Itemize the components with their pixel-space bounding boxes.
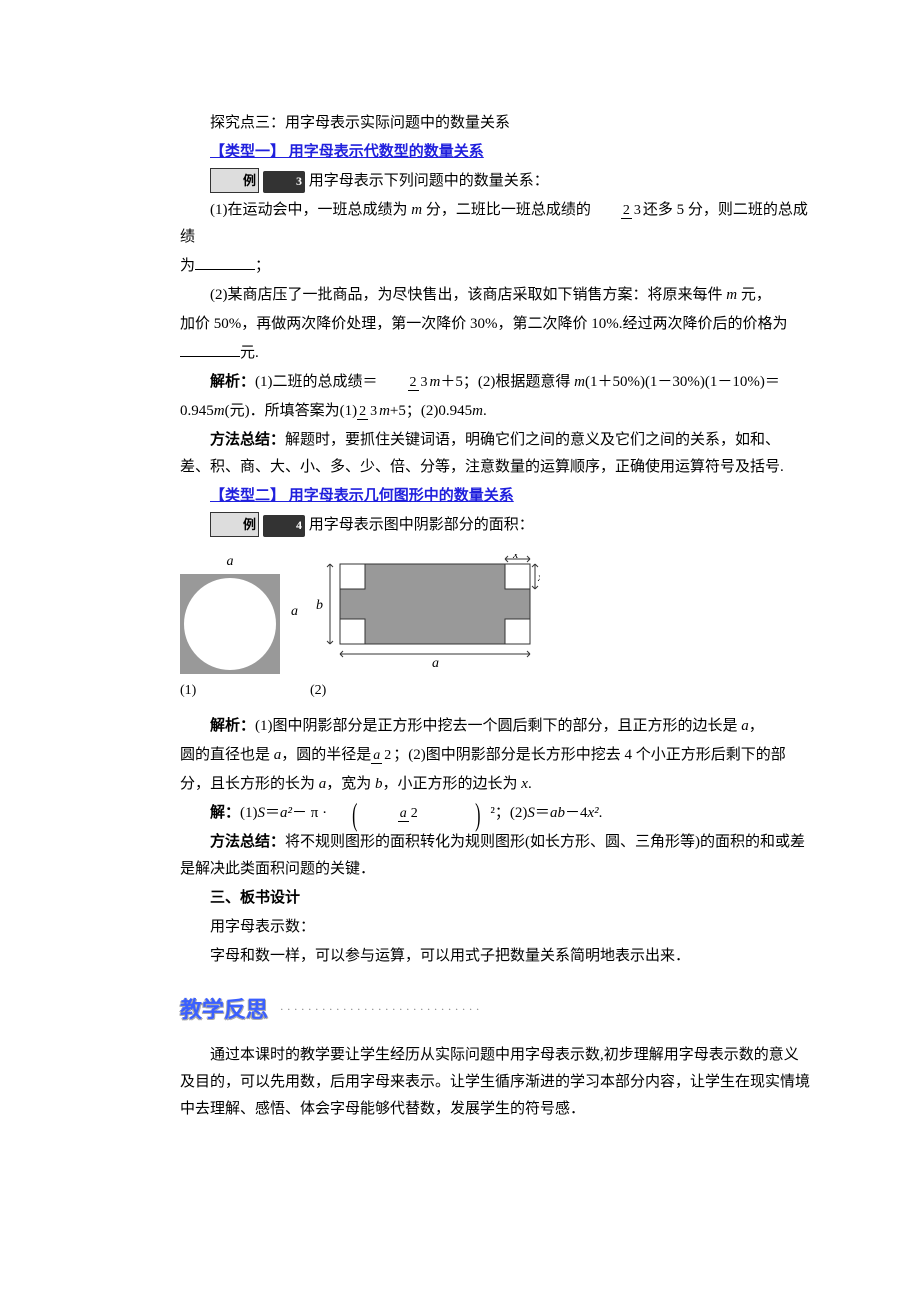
fraction: 23 [378,376,430,390]
reflect-heading: 教学反思 [180,990,268,1030]
example3: 例3 用字母表示下列问题中的数量关系： [180,168,810,195]
fig2-svg: b a x x [310,554,540,674]
analysis2: 解析：(1)图中阴影部分是正方形中挖去一个圆后剩下的部分，且正方形的边长是 a， [180,713,810,740]
fig1-label-a-right: a [291,599,298,624]
fig2-label-x-top: x [512,554,519,561]
fig1-label-a-top: a [180,549,280,574]
analysis1: 解析：(1)二班的总成绩＝23m＋5；(2)根据题意得 m(1＋50%)(1－3… [180,369,810,396]
figure-1: a a (1) [180,549,280,703]
analysis2-line3: 分，且长方形的长为 a，宽为 b，小正方形的边长为 x. [180,771,810,798]
q1-m: m [411,202,422,218]
method1: 方法总结：解题时，要抓住关键词语，明确它们之间的意义及它们之间的关系，如和、差、… [180,427,810,481]
question1-cont: 为； [180,253,810,280]
example4: 例4 用字母表示图中阴影部分的面积： [180,512,810,539]
board-title: 三、板书设计 [180,885,810,912]
fig2-label-x-right: x [537,570,540,584]
reflect-text: 通过本课时的教学要让学生经历从实际问题中用字母表示数,初步理解用字母表示数的意义… [180,1042,810,1123]
question2-line2: 加价 50%，再做两次降价处理，第一次降价 30%，第二次降价 10%.经过两次… [180,311,810,338]
q1-part-a: (1)在运动会中，一班总成绩为 [210,202,411,218]
fraction: 23 [357,405,379,419]
fraction-a-2: a2 [371,749,393,763]
solution: 解：(1)S＝a²－ π ·(a2)²；(2)S＝ab－4x². [180,800,810,827]
fig1-caption: (1) [180,678,280,703]
question2-line3: 元. [180,340,810,367]
paren-fraction: (a2) [327,806,490,822]
q1-part-b: 分，二班比一班总成绩的 [422,202,591,218]
board-line2: 字母和数一样，可以参与运算，可以用式子把数量关系简明地表示出来． [180,943,810,970]
analysis-label: 解析： [210,718,255,734]
method-label: 方法总结： [210,432,285,448]
type2-label: 【类型二】 用字母表示几何图形中的数量关系 [210,488,514,504]
board-line1: 用字母表示数： [180,914,810,941]
question2: (2)某商店压了一批商品，为尽快售出，该商店采取如下销售方案：将原来每件 m 元… [180,282,810,309]
example3-text: 用字母表示下列问题中的数量关系： [305,173,549,189]
analysis2-line2: 圆的直径也是 a，圆的半径是a2；(2)图中阴影部分是长方形中挖去 4 个小正方… [180,742,810,769]
fraction-2-3: 23 [591,204,643,218]
reflect-banner: 教学反思 ····························· [180,990,810,1030]
type2-heading: 【类型二】 用字母表示几何图形中的数量关系 [180,483,810,510]
example-badge: 例 [210,168,259,193]
figure-2: b a x x (2) [310,554,540,703]
fig1-square [180,574,280,674]
figure-row: a a (1) b a [180,549,810,703]
analysis1-cont: 0.945m(元)．所填答案为(1)23m+5；(2)0.945m. [180,398,810,425]
blank-1 [195,255,255,270]
fig2-label-b: b [316,598,323,613]
fig1-circle [184,578,276,670]
fig2-label-a: a [432,656,439,671]
fig2-caption: (2) [310,678,540,703]
blank-2 [180,342,240,357]
example-number: 4 [263,515,305,537]
example-badge: 例 [210,512,259,537]
reflect-dots: ····························· [280,999,483,1021]
analysis-label: 解析： [210,374,255,390]
example-number: 3 [263,171,305,193]
example4-text: 用字母表示图中阴影部分的面积： [305,517,534,533]
solution-label: 解： [210,805,240,821]
method2: 方法总结：将不规则图形的面积转化为规则图形(如长方形、圆、三角形等)的面积的和或… [180,829,810,883]
type1-label: 【类型一】 用字母表示代数型的数量关系 [210,144,484,160]
type1-heading: 【类型一】 用字母表示代数型的数量关系 [180,139,810,166]
method-label: 方法总结： [210,834,285,850]
question1: (1)在运动会中，一班总成绩为 m 分，二班比一班总成绩的23还多 5 分，则二… [180,197,810,251]
section-title: 探究点三：用字母表示实际问题中的数量关系 [180,110,810,137]
